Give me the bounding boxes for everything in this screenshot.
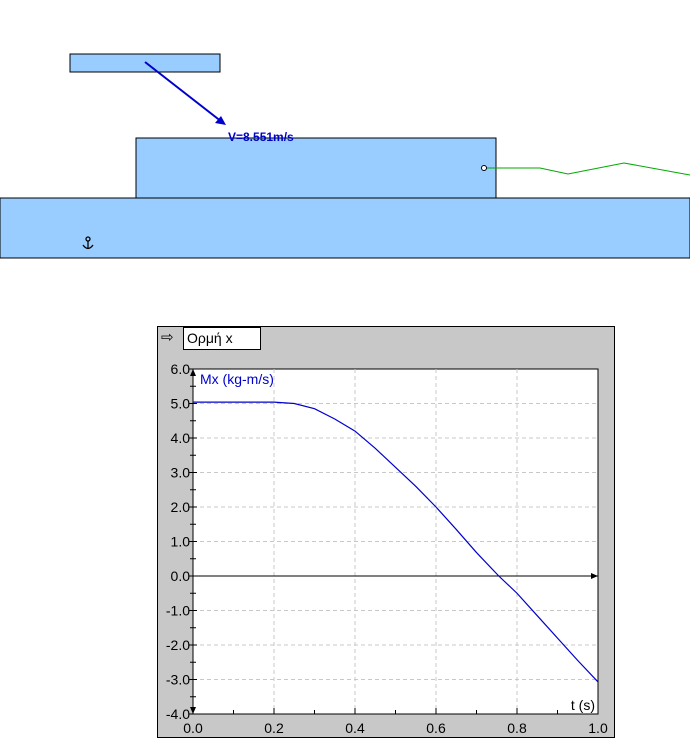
graph-title[interactable]: Ορμή x	[183, 327, 261, 350]
x-tick-label: 0.0	[183, 720, 203, 736]
y-tick-label: 5.0	[171, 396, 191, 412]
y-tick-label: 3.0	[171, 465, 191, 481]
anchor-icon	[82, 236, 94, 250]
y-axis-label: Mx (kg-m/s)	[200, 371, 274, 387]
x-axis-arrow	[591, 573, 598, 579]
x-tick-label: 0.4	[345, 720, 365, 736]
x-axis-label: t (s)	[571, 697, 595, 713]
x-tick-label: 1.0	[588, 720, 608, 736]
velocity-label: V=8.551m/s	[228, 130, 294, 144]
attachment-point[interactable]	[481, 165, 487, 171]
y-axis-arrow-bottom	[190, 707, 196, 714]
trace-line	[484, 162, 690, 176]
y-tick-label: 0.0	[171, 568, 191, 584]
arrow-right-icon[interactable]: ⇨	[161, 329, 174, 346]
y-tick-label: -4.0	[166, 706, 190, 722]
simulation-canvas: V=8.551m/s	[0, 53, 690, 259]
x-tick-label: 0.2	[264, 720, 284, 736]
y-tick-label: 4.0	[171, 430, 191, 446]
x-tick-label: 0.8	[507, 720, 527, 736]
velocity-arrowhead	[215, 116, 226, 125]
x-tick-label: 0.6	[426, 720, 446, 736]
y-tick-label: -1.0	[166, 603, 190, 619]
velocity-vector[interactable]	[144, 61, 223, 123]
series-line-0	[193, 401, 599, 683]
y-axis-arrow-top	[190, 369, 196, 376]
y-tick-label: 6.0	[171, 361, 191, 377]
large-block[interactable]	[135, 137, 497, 199]
y-tick-label: -3.0	[166, 672, 190, 688]
y-tick-label: -2.0	[166, 637, 190, 653]
y-tick-label: 2.0	[171, 499, 191, 515]
ground-block[interactable]	[0, 197, 690, 259]
y-tick-label: 1.0	[171, 534, 191, 550]
